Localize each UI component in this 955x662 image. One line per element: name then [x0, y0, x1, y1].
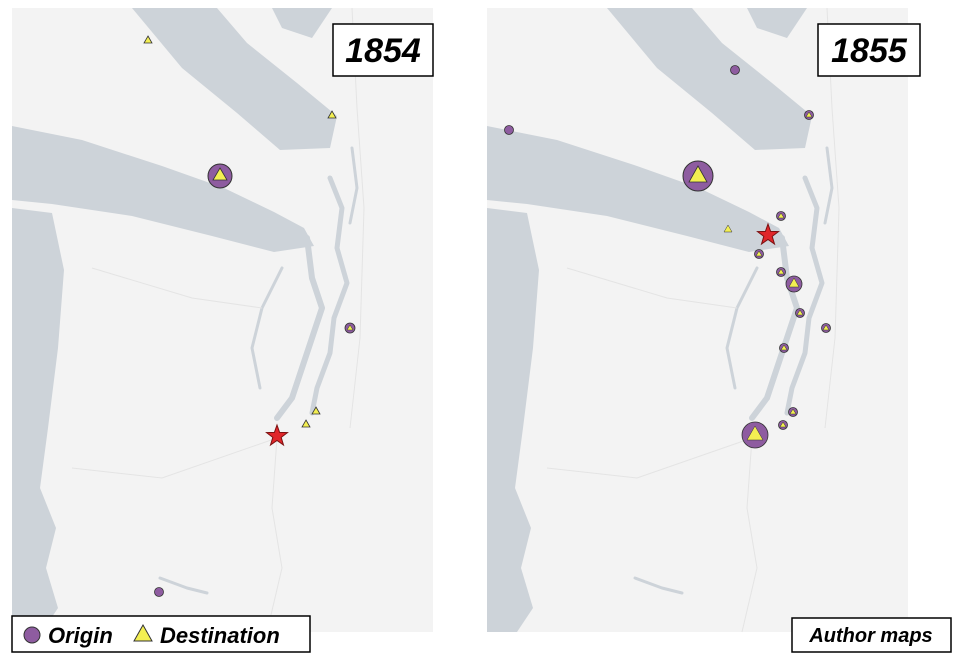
- year-label: 1855: [831, 32, 908, 70]
- credit: Author maps: [791, 617, 952, 653]
- legend: Origin Destination: [11, 615, 311, 653]
- map-panel-1855: 1855: [487, 8, 921, 632]
- legend-destination: Destination: [160, 623, 280, 648]
- legend-origin: Origin: [48, 623, 113, 648]
- year-label: 1854: [345, 32, 421, 70]
- map-panel-1854: 1854: [12, 8, 433, 632]
- credit-text: Author maps: [808, 625, 932, 647]
